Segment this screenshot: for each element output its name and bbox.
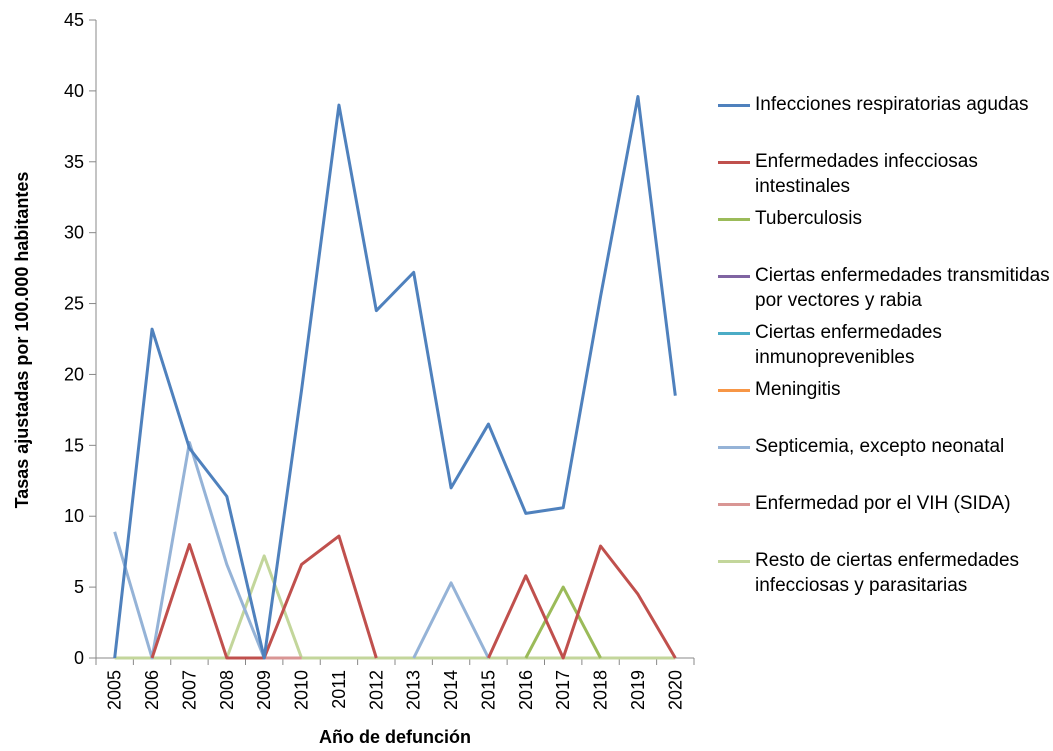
legend-label: Resto de ciertas enfermedades infecciosa…	[755, 550, 1020, 596]
legend-item: Ciertas enfermedades transmitidas por ve…	[716, 263, 1051, 320]
y-tick-label: 35	[64, 152, 84, 172]
series-line	[524, 585, 602, 659]
x-tick-label: 2008	[217, 670, 237, 710]
legend-item: Enfermedades infecciosas intestinales	[716, 149, 1051, 206]
legend-label: Enfermedades infecciosas intestinales	[755, 151, 978, 197]
x-tick-label: 2007	[179, 670, 199, 710]
series-line	[150, 534, 677, 660]
x-tick-label: 2010	[292, 670, 312, 710]
legend-swatch	[718, 161, 750, 164]
y-tick-label: 40	[64, 81, 84, 101]
legend-swatch	[718, 104, 750, 107]
x-tick-label: 2009	[254, 670, 274, 710]
x-tick-label: 2012	[366, 670, 386, 710]
y-tick-label: 10	[64, 506, 84, 526]
x-tick-label: 2019	[628, 670, 648, 710]
legend-item: Ciertas enfermedades inmunoprevenibles	[716, 320, 1051, 377]
x-axis-label: Año de defunción	[319, 727, 471, 747]
x-tick-label: 2020	[665, 670, 685, 710]
legend: Infecciones respiratorias agudas Enfermed…	[716, 92, 1051, 605]
legend-label: Enfermedad por el VIH (SIDA)	[755, 493, 1011, 514]
y-tick-label: 15	[64, 435, 84, 455]
series-line	[113, 440, 490, 660]
x-tick-label: 2015	[478, 670, 498, 710]
legend-label: Infecciones respiratorias agudas	[755, 94, 1029, 115]
y-tick-label: 0	[74, 648, 84, 668]
legend-item: Infecciones respiratorias agudas	[716, 92, 1051, 149]
x-tick-label: 2011	[329, 670, 349, 709]
x-tick-label: 2016	[516, 670, 536, 710]
series-line	[114, 554, 676, 660]
legend-label: Ciertas enfermedades transmitidas por ve…	[755, 265, 1050, 311]
legend-label: Meningitis	[755, 379, 841, 400]
y-tick-label: 30	[64, 223, 84, 243]
legend-swatch	[718, 503, 750, 506]
legend-swatch	[718, 275, 750, 278]
x-tick-label: 2005	[105, 670, 125, 710]
legend-label: Ciertas enfermedades inmunoprevenibles	[755, 322, 942, 368]
legend-swatch	[718, 560, 750, 563]
legend-swatch	[718, 446, 750, 449]
legend-swatch	[718, 218, 750, 221]
legend-item: Tuberculosis	[716, 206, 1051, 263]
legend-swatch	[718, 332, 750, 335]
legend-item: Meningitis	[716, 377, 1051, 434]
x-tick-label: 2017	[553, 670, 573, 710]
legend-label: Tuberculosis	[755, 208, 863, 229]
legend-swatch	[718, 389, 750, 392]
legend-item: Resto de ciertas enfermedades infecciosa…	[716, 548, 1051, 605]
y-tick-label: 25	[64, 294, 84, 314]
y-tick-label: 5	[74, 577, 84, 597]
x-tick-label: 2014	[441, 670, 461, 710]
legend-label: Septicemia, excepto neonatal	[755, 436, 1005, 457]
legend-item: Enfermedad por el VIH (SIDA)	[716, 491, 1051, 548]
x-tick-label: 2013	[404, 670, 424, 710]
x-tick-label: 2018	[591, 670, 611, 710]
series-line	[113, 95, 677, 660]
y-axis-label: Tasas ajustadas por 100.000 habitantes	[12, 172, 32, 509]
legend-item: Septicemia, excepto neonatal	[716, 434, 1051, 491]
x-tick-label: 2006	[142, 670, 162, 710]
y-tick-label: 20	[64, 364, 84, 384]
y-tick-label: 45	[64, 10, 84, 30]
